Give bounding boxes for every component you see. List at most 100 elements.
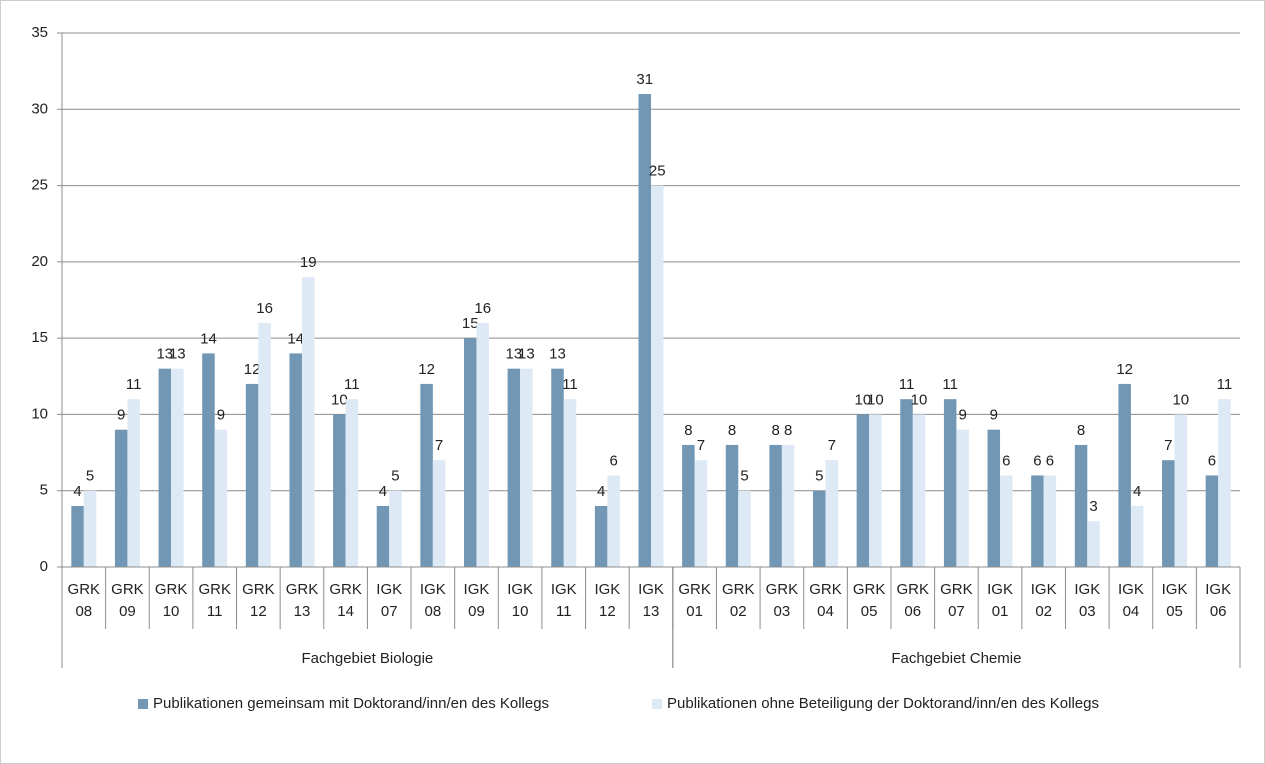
value-label: 13 <box>156 346 173 363</box>
bar <box>1218 399 1231 567</box>
x-tick-label: 07 <box>381 603 398 620</box>
value-label: 4 <box>597 483 605 500</box>
value-label: 5 <box>86 468 94 485</box>
bar <box>114 429 128 567</box>
bar <box>551 368 564 567</box>
bar <box>781 444 795 567</box>
value-label: 5 <box>815 468 823 485</box>
value-label: 7 <box>828 437 836 454</box>
bar <box>813 490 826 567</box>
bar <box>171 368 184 567</box>
bar <box>1174 414 1188 567</box>
bar <box>1000 475 1013 567</box>
value-label: 4 <box>73 483 81 500</box>
x-tick-label: 14 <box>337 603 354 620</box>
x-tick-label: 04 <box>817 603 834 620</box>
x-tick-label: IGK <box>1205 581 1231 598</box>
x-tick-label: 11 <box>556 603 572 620</box>
x-tick-label: 09 <box>468 603 485 620</box>
x-tick-label: GRK <box>329 581 362 598</box>
value-label: 4 <box>1133 483 1141 500</box>
bar <box>345 399 359 567</box>
value-label: 11 <box>1217 376 1233 393</box>
bar <box>1031 475 1044 567</box>
bar <box>682 444 695 567</box>
x-tick-label: 03 <box>1079 603 1096 620</box>
y-tick-label: 15 <box>31 329 48 346</box>
bar <box>258 322 271 567</box>
value-label: 25 <box>649 163 666 180</box>
bar <box>1118 383 1131 567</box>
x-tick-label: 13 <box>294 603 311 620</box>
value-label: 6 <box>1046 452 1054 469</box>
x-tick-label: 10 <box>512 603 529 620</box>
bar <box>563 399 577 567</box>
bar <box>769 444 782 567</box>
bar <box>1074 444 1088 567</box>
bar <box>463 338 477 567</box>
x-tick-label: IGK <box>551 581 577 598</box>
x-tick-label: GRK <box>766 581 799 598</box>
bar <box>127 399 140 567</box>
value-label: 14 <box>287 330 304 347</box>
bar <box>301 277 315 567</box>
bar <box>420 383 433 567</box>
bar <box>594 505 608 567</box>
value-label: 8 <box>728 422 736 439</box>
bar <box>856 414 870 567</box>
bar <box>943 399 957 567</box>
value-label: 12 <box>1116 361 1133 378</box>
x-tick-label: 06 <box>1210 603 1227 620</box>
y-tick-label: 0 <box>40 558 48 575</box>
x-tick-label: 01 <box>992 603 1009 620</box>
x-tick-label: GRK <box>809 581 842 598</box>
bar <box>694 460 708 567</box>
x-tick-label: GRK <box>155 581 188 598</box>
legend-swatch <box>652 699 662 709</box>
value-label: 13 <box>549 346 566 363</box>
bar <box>638 94 651 568</box>
value-label: 11 <box>562 376 578 393</box>
x-tick-label: 11 <box>207 603 223 620</box>
x-tick-label: GRK <box>853 581 886 598</box>
bar <box>900 399 913 567</box>
x-tick-label: GRK <box>286 581 319 598</box>
bar <box>956 429 969 567</box>
value-label: 11 <box>942 376 958 393</box>
y-tick-label: 35 <box>31 24 48 41</box>
value-label: 9 <box>117 407 125 424</box>
value-label: 15 <box>462 315 479 332</box>
x-tick-label: IGK <box>507 581 533 598</box>
value-label: 6 <box>1033 452 1041 469</box>
group-label: Fachgebiet Biologie <box>302 650 434 667</box>
bar <box>1130 505 1144 567</box>
value-label: 11 <box>344 376 360 393</box>
bar <box>738 490 751 567</box>
value-label: 14 <box>200 330 217 347</box>
value-label: 3 <box>1089 498 1097 515</box>
y-tick-label: 20 <box>31 253 48 270</box>
x-tick-label: IGK <box>464 581 490 598</box>
bar <box>432 460 446 567</box>
x-tick-label: 08 <box>425 603 442 620</box>
value-label: 10 <box>911 391 928 408</box>
value-label: 8 <box>784 422 792 439</box>
bar <box>389 490 402 567</box>
bar <box>214 429 228 567</box>
bar <box>651 185 664 568</box>
bar <box>245 383 259 567</box>
value-label: 9 <box>217 407 225 424</box>
value-label: 16 <box>474 300 491 317</box>
legend-label: Publikationen ohne Beteiligung der Dokto… <box>667 695 1099 712</box>
bar <box>202 353 215 567</box>
x-tick-label: IGK <box>1031 581 1057 598</box>
value-label: 11 <box>899 376 915 393</box>
x-tick-label: 06 <box>904 603 921 620</box>
bar <box>912 414 926 567</box>
x-tick-label: GRK <box>940 581 973 598</box>
bar <box>607 475 620 567</box>
bar <box>987 429 1001 567</box>
bar <box>1162 460 1175 567</box>
bar <box>825 460 839 567</box>
